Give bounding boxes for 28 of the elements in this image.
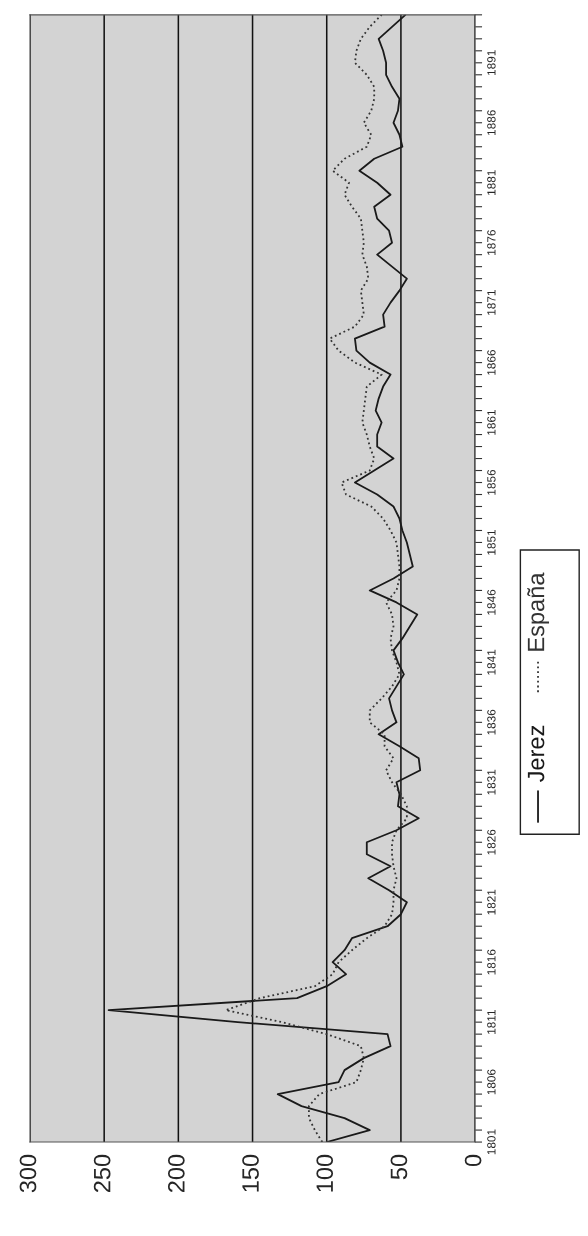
y-tick-label: 1821 bbox=[487, 889, 496, 915]
y-tick-label: 1841 bbox=[487, 649, 496, 675]
y-tick-label: 1866 bbox=[487, 349, 496, 375]
text: Jerez bbox=[527, 725, 545, 783]
text: España bbox=[527, 572, 550, 651]
y-tick-label: 1811 bbox=[487, 1010, 496, 1034]
x-tick-label: 50 bbox=[390, 1154, 408, 1180]
y-tick-label: 1871 bbox=[487, 290, 496, 315]
x-tick-label: 200 bbox=[167, 1154, 185, 1193]
y-tick-label: 1806 bbox=[487, 1069, 496, 1095]
y-tick-label: 1856 bbox=[487, 469, 496, 495]
y-tick-label: 1881 bbox=[487, 170, 496, 195]
y-tick-label: 1861 bbox=[487, 410, 496, 435]
y-tick-label: 1836 bbox=[487, 709, 496, 735]
y-tick-label: 1816 bbox=[487, 949, 496, 975]
y-tick-label: 1846 bbox=[487, 589, 496, 615]
x-tick-label: 250 bbox=[93, 1154, 111, 1193]
x-tick-label: 100 bbox=[316, 1154, 334, 1192]
y-tick-label: 1891 bbox=[487, 50, 496, 76]
x-tick-label: 150 bbox=[242, 1154, 259, 1192]
y-tick-label: 1886 bbox=[487, 110, 496, 135]
y-tick-label: 1831 bbox=[487, 769, 496, 795]
y-tick-label: 1851 bbox=[487, 529, 496, 555]
y-tick-label: 1876 bbox=[487, 230, 496, 255]
x-tick-label: 0 bbox=[464, 1154, 482, 1167]
x-tick-label: 300 bbox=[19, 1154, 37, 1193]
y-tick-label: 1826 bbox=[487, 829, 496, 855]
y-tick-label: 1801 bbox=[487, 1129, 496, 1155]
